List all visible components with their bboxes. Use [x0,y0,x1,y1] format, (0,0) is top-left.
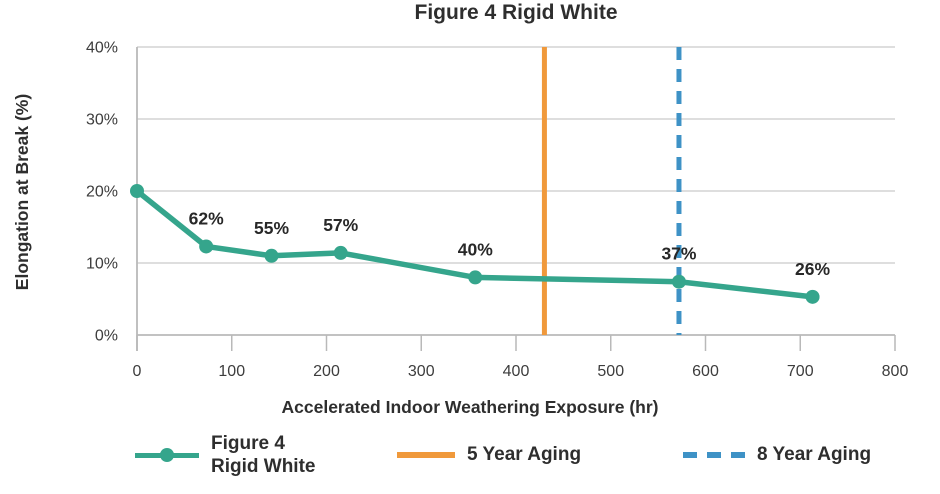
data-point-label: 57% [323,215,358,235]
x-tick-label: 200 [313,363,340,380]
data-point-label: 55% [254,218,289,238]
x-tick-label: 500 [597,363,624,380]
legend-item-eight-year: 8 Year Aging [683,424,871,486]
series-line-swatch [135,448,199,462]
data-point [805,289,820,304]
data-point [199,239,214,254]
x-tick-label: 700 [787,363,814,380]
data-point-label: 40% [458,239,493,259]
x-axis-title: Accelerated Indoor Weathering Exposure (… [281,397,659,417]
y-tick-label: 20% [86,184,118,201]
x-tick-label: 100 [218,363,245,380]
data-point [130,184,144,198]
y-tick-label: 10% [86,256,118,273]
x-tick-label: 800 [882,363,909,380]
legend-label-series: Figure 4 Rigid White [211,432,315,478]
data-point [264,248,279,263]
x-tick-label: 0 [133,363,142,380]
chart-title: Figure 4 Rigid White [414,1,618,24]
x-tick-label: 400 [503,363,530,380]
eight-year-dashed-swatch [683,452,745,458]
legend-label-series-line1: Figure 4 [211,432,285,454]
data-point [333,245,348,260]
x-tick-label: 300 [408,363,435,380]
legend: Figure 4 Rigid White 5 Year Aging 8 Year… [0,424,940,490]
data-point [468,270,483,285]
data-point-label: 26% [795,259,830,279]
x-tick-label: 600 [692,363,719,380]
data-point-label: 37% [661,244,696,264]
data-point-label: 62% [189,208,224,228]
legend-item-five-year: 5 Year Aging [397,424,581,486]
five-year-line-swatch [397,452,455,458]
y-tick-label: 0% [95,328,118,345]
y-tick-label: 30% [86,112,118,129]
data-point [671,274,686,289]
y-tick-label: 40% [86,40,118,57]
series-marker-dot [160,448,174,462]
legend-label-eight-year: 8 Year Aging [757,444,872,466]
legend-item-series: Figure 4 Rigid White [135,424,315,486]
legend-label-series-line2: Rigid White [211,456,316,477]
legend-label-five-year: 5 Year Aging [467,444,582,466]
